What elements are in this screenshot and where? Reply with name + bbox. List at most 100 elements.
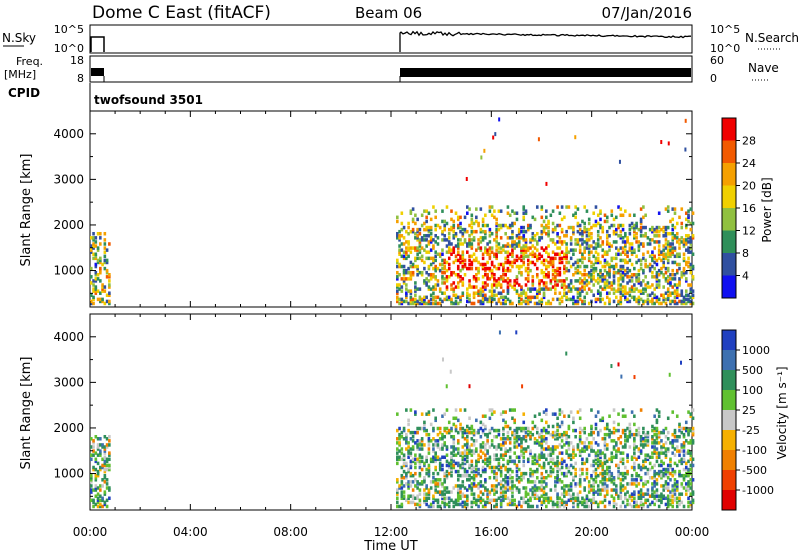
data-cell [468,223,471,228]
data-cell [493,283,496,287]
data-cell [490,297,494,302]
data-cell [660,496,663,501]
data-cell [572,498,575,503]
data-cell [664,496,668,501]
data-cell [459,486,462,490]
data-cell [470,500,474,505]
data-cell [610,283,614,287]
data-cell [502,453,505,457]
data-cell [628,428,632,433]
data-cell [103,301,107,306]
data-cell [105,293,109,298]
data-cell [587,227,591,232]
data-cell [583,268,586,273]
data-cell [506,225,510,230]
data-cell [479,246,483,250]
data-cell [558,236,562,240]
data-cell [587,234,591,238]
data-cell [619,287,623,291]
data-cell [596,289,600,293]
data-cell [574,266,577,271]
data-cell [551,297,555,302]
data-cell [619,236,623,240]
data-cell [572,229,575,234]
data-cell [511,469,514,474]
data-cell [411,445,415,449]
data-cell [610,213,614,218]
data-cell [574,211,577,215]
data-cell [479,293,483,298]
data-cell [646,299,650,304]
data-cell [651,451,654,455]
data-cell [657,283,661,287]
data-cell [554,227,557,232]
data-cell [475,256,478,261]
data-cell [655,471,659,476]
data-cell [502,244,505,248]
data-cell [639,476,643,480]
data-cell [572,445,575,449]
data-cell [594,461,598,466]
data-cell [689,264,693,269]
data-cell [614,484,618,488]
data-cell [660,227,663,232]
data-cell [556,416,559,421]
data-cell [651,250,654,254]
data-cell [497,227,501,232]
data-cell [626,437,629,441]
data-cell [671,473,675,478]
data-cell [499,295,503,300]
data-cell [488,209,492,213]
data-cell [651,434,654,439]
data-cell [583,461,586,466]
data-cell [545,484,548,488]
data-cell [542,410,546,414]
data-cell [92,231,95,236]
data-cell [420,467,424,472]
data-cell [465,428,469,433]
data-cell [549,447,553,451]
data-cell [563,240,566,244]
data-cell [666,482,670,486]
data-cell [673,461,677,466]
data-cell [572,496,575,501]
data-cell [481,229,485,234]
data-cell [443,478,447,482]
data-cell [524,238,528,242]
data-cell [402,461,406,466]
data-cell [590,484,593,488]
data-cell [630,432,634,437]
data-cell [400,476,404,480]
data-cell [427,451,431,455]
data-cell [418,461,422,466]
data-cell [511,250,514,254]
data-cell [531,215,535,220]
data-cell [601,461,605,466]
data-cell [425,459,428,464]
data-cell [526,262,530,267]
data-cell [605,281,609,285]
data-cell [662,264,666,269]
data-cell [506,211,510,215]
data-cell [504,441,507,445]
data-cell [551,461,555,466]
data-cell [551,227,555,232]
data-cell [639,494,643,498]
data-cell [486,494,489,498]
data-cell [664,234,668,238]
data-cell [450,297,453,302]
data-cell [414,258,417,263]
data-cell [675,480,679,484]
data-cell [400,254,404,259]
data-cell [542,287,546,291]
data-cell [488,266,492,271]
data-cell [434,277,437,281]
data-cell [603,426,607,431]
nsky-label: N.Sky [2,31,36,45]
data-cell [624,445,627,449]
data-cell [660,484,663,488]
data-cell [653,428,656,433]
data-cell [468,486,471,490]
data-cell [103,238,107,242]
data-cell [576,229,580,234]
